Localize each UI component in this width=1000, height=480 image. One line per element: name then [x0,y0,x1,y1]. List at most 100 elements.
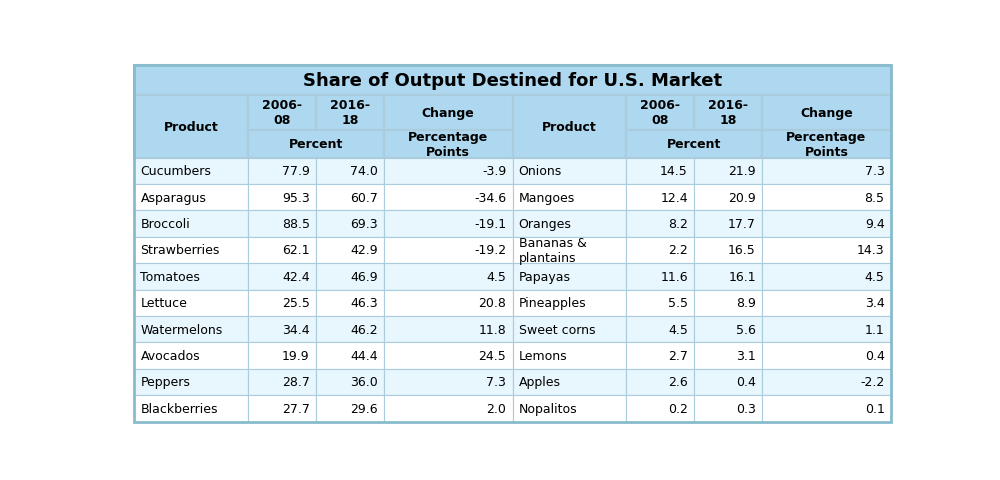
Text: 16.5: 16.5 [728,244,756,257]
Text: Mangoes: Mangoes [519,192,575,204]
Text: Lemons: Lemons [519,349,567,362]
Bar [762,158,891,185]
Bar [762,369,891,396]
Text: 44.4: 44.4 [350,349,378,362]
Bar [134,343,248,369]
Bar [248,316,316,343]
Text: 5.6: 5.6 [736,323,756,336]
Bar [512,158,626,185]
Bar [626,185,694,211]
Text: -3.9: -3.9 [482,165,506,178]
Text: 29.6: 29.6 [350,402,378,415]
Bar [626,96,694,130]
Text: -2.2: -2.2 [860,376,885,389]
Bar [384,264,512,290]
Text: 8.9: 8.9 [736,297,756,310]
Text: 9.4: 9.4 [865,217,885,230]
Bar [134,237,248,264]
Text: Pineapples: Pineapples [519,297,586,310]
Bar [626,343,694,369]
Bar [384,185,512,211]
Bar [134,369,248,396]
Bar [626,316,694,343]
Bar [248,343,316,369]
Bar [694,396,762,421]
Bar [248,158,316,185]
Text: 20.8: 20.8 [478,297,506,310]
Text: Product: Product [542,120,597,133]
Bar [384,237,512,264]
Text: Percent: Percent [289,138,343,151]
Bar [248,290,316,316]
Text: Strawberries: Strawberries [140,244,220,257]
Bar [762,185,891,211]
Bar [316,369,384,396]
Text: 24.5: 24.5 [479,349,506,362]
Bar [762,211,891,237]
Bar [762,343,891,369]
Text: 5.5: 5.5 [668,297,688,310]
Bar [384,211,512,237]
Bar [762,130,891,158]
Text: Percentage
Points: Percentage Points [786,130,867,158]
Text: 2006-
08: 2006- 08 [262,99,302,127]
Bar [316,316,384,343]
Bar [626,158,694,185]
Text: Asparagus: Asparagus [140,192,206,204]
Text: Papayas: Papayas [519,270,571,283]
Text: 25.5: 25.5 [282,297,310,310]
Text: 27.7: 27.7 [282,402,310,415]
Bar [626,396,694,421]
Text: 4.5: 4.5 [668,323,688,336]
Bar [248,369,316,396]
Bar [384,130,512,158]
Text: Oranges: Oranges [519,217,572,230]
Text: 74.0: 74.0 [350,165,378,178]
Bar [248,211,316,237]
Text: 20.9: 20.9 [728,192,756,204]
Text: 11.8: 11.8 [479,323,506,336]
Bar [512,316,626,343]
Text: Broccoli: Broccoli [140,217,190,230]
Text: 11.6: 11.6 [660,270,688,283]
Bar [316,396,384,421]
Bar [762,290,891,316]
Text: 62.1: 62.1 [282,244,310,257]
Bar [134,316,248,343]
Text: Share of Output Destined for U.S. Market: Share of Output Destined for U.S. Market [303,72,722,90]
Text: 28.7: 28.7 [282,376,310,389]
Text: 3.1: 3.1 [736,349,756,362]
Bar [316,185,384,211]
Text: 2.6: 2.6 [668,376,688,389]
Text: 0.4: 0.4 [865,349,885,362]
Text: -19.1: -19.1 [474,217,506,230]
Bar [248,396,316,421]
Bar [134,290,248,316]
Text: Product: Product [164,120,218,133]
Text: Change: Change [800,107,853,120]
Text: 7.3: 7.3 [486,376,506,389]
Text: 60.7: 60.7 [350,192,378,204]
Bar [694,185,762,211]
Bar [762,237,891,264]
Bar [384,369,512,396]
Bar [512,369,626,396]
Bar [384,290,512,316]
Bar [762,316,891,343]
Text: 88.5: 88.5 [282,217,310,230]
Text: 77.9: 77.9 [282,165,310,178]
Text: 7.3: 7.3 [865,165,885,178]
Text: 4.5: 4.5 [486,270,506,283]
Bar [384,343,512,369]
Bar [134,158,248,185]
Bar [316,237,384,264]
Text: -19.2: -19.2 [474,244,506,257]
Bar [134,264,248,290]
Bar [384,396,512,421]
Bar [248,185,316,211]
Bar [316,96,384,130]
Bar [248,237,316,264]
Bar [626,369,694,396]
Text: 0.2: 0.2 [668,402,688,415]
Bar [694,264,762,290]
